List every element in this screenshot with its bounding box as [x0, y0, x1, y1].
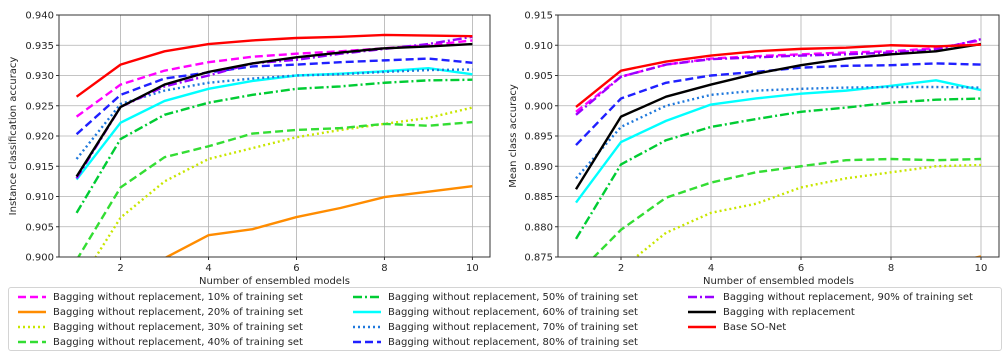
y-tick-label: 0.905	[25, 222, 54, 233]
y-tick-label: 0.930	[25, 71, 54, 82]
x-tick-label: 10	[975, 263, 988, 274]
series-line-5	[75, 78, 473, 214]
legend-entry: Bagging without replacement, 20% of trai…	[17, 305, 303, 319]
x-tick-label: 2	[117, 263, 123, 274]
legend-entry: Bagging with replacement	[687, 305, 855, 319]
series-line-11	[575, 43, 982, 108]
series-line-1	[575, 39, 982, 113]
series-line-4	[77, 120, 473, 257]
legend-entry: Bagging without replacement, 60% of trai…	[352, 305, 638, 319]
y-tick-label: 0.910	[524, 41, 553, 52]
x-tick-label: 6	[798, 263, 804, 274]
y-tick-label: 0.880	[524, 222, 553, 233]
legend-swatch	[688, 310, 716, 314]
y-tick-label: 0.895	[524, 132, 553, 143]
legend-swatch	[353, 310, 381, 314]
series-line-3	[634, 163, 982, 257]
y-tick-label: 0.900	[524, 101, 553, 112]
legend-label: Bagging without replacement, 60% of trai…	[388, 306, 638, 318]
legend-entry: Bagging without replacement, 50% of trai…	[352, 290, 638, 304]
legend-swatch	[688, 295, 716, 299]
y-axis-label: Instance classification accuracy	[8, 57, 19, 216]
legend-label: Bagging without replacement, 50% of trai…	[388, 291, 638, 303]
y-tick-label: 0.935	[25, 41, 54, 52]
x-tick-label: 8	[381, 263, 387, 274]
y-tick-label: 0.920	[25, 132, 54, 143]
y-tick-label: 0.885	[524, 192, 553, 203]
legend-swatch	[353, 295, 381, 299]
legend-label: Bagging without replacement, 20% of trai…	[53, 306, 303, 318]
y-tick-label: 0.890	[524, 162, 553, 173]
legend-swatch	[688, 325, 716, 329]
legend-entry: Bagging without replacement, 80% of trai…	[352, 335, 638, 349]
series-line-9	[575, 38, 982, 116]
x-tick-label: 8	[888, 263, 894, 274]
legend-entry: Bagging without replacement, 30% of trai…	[17, 320, 303, 334]
series-line-11	[75, 33, 473, 98]
legend-label: Bagging without replacement, 80% of trai…	[388, 336, 638, 348]
legend: Bagging without replacement, 10% of trai…	[8, 287, 1002, 351]
y-tick-label: 0.915	[524, 11, 553, 22]
chart-canvas: 2 4 6 8 10 0.900 0.905 0.910 0.915 0.920 0.925 0.93…	[8, 11, 1000, 287]
x-tick-label: 4	[708, 263, 714, 274]
legend-label: Bagging without replacement, 10% of trai…	[53, 291, 303, 303]
x-axis-label: Number of ensembled models	[199, 276, 350, 287]
legend-swatch	[18, 310, 46, 314]
legend-entry: Bagging without replacement, 70% of trai…	[352, 320, 638, 334]
chart-panel-1: 2 4 6 8 10 0.900 0.905 0.910 0.915 0.920 0.925 0.93…	[8, 11, 491, 287]
y-tick-label: 0.900	[25, 253, 54, 264]
legend-entry: Bagging without replacement, 10% of trai…	[17, 290, 303, 304]
x-tick-label: 4	[205, 263, 211, 274]
series-line-6	[575, 79, 982, 204]
chart-panel-2: 2 4 6 8 10 0.875 0.880 0.885 0.890 0.895 0.900 0.90…	[508, 11, 1000, 287]
y-tick-label: 0.925	[25, 101, 54, 112]
series-line-6	[75, 67, 473, 181]
y-tick-label: 0.875	[524, 253, 553, 264]
series-line-3	[94, 106, 473, 257]
series-line-10	[75, 42, 473, 178]
legend-swatch	[18, 340, 46, 344]
legend-label: Bagging without replacement, 70% of trai…	[388, 321, 638, 333]
y-tick-label: 0.905	[524, 71, 553, 82]
legend-swatch	[353, 340, 381, 344]
series-group	[574, 38, 982, 257]
legend-label: Base SO-Net	[723, 321, 787, 333]
legend-entry: Base SO-Net	[687, 320, 786, 334]
legend-swatch	[18, 325, 46, 329]
y-tick-label: 0.910	[25, 192, 54, 203]
series-line-2	[164, 185, 473, 257]
y-tick-label: 0.915	[25, 162, 54, 173]
legend-entry: Bagging without replacement, 90% of trai…	[687, 290, 973, 304]
legend-swatch	[353, 325, 381, 329]
y-axis-label: Mean class accuracy	[508, 84, 519, 188]
legend-label: Bagging without replacement, 90% of trai…	[723, 291, 973, 303]
legend-label: Bagging without replacement, 40% of trai…	[53, 336, 303, 348]
series-group	[75, 33, 473, 257]
series-line-8	[75, 57, 473, 136]
series-line-10	[574, 42, 982, 190]
legend-entry: Bagging without replacement, 40% of trai…	[17, 335, 303, 349]
x-tick-label: 2	[618, 263, 624, 274]
legend-swatch	[18, 295, 46, 299]
legend-label: Bagging with replacement	[723, 306, 855, 318]
series-line-8	[575, 62, 982, 146]
series-line-4	[592, 157, 982, 257]
legend-label: Bagging without replacement, 30% of trai…	[53, 321, 303, 333]
x-axis-label: Number of ensembled models	[703, 276, 854, 287]
x-tick-label: 6	[293, 263, 299, 274]
x-tick-label: 10	[466, 263, 479, 274]
y-tick-label: 0.940	[25, 11, 54, 22]
